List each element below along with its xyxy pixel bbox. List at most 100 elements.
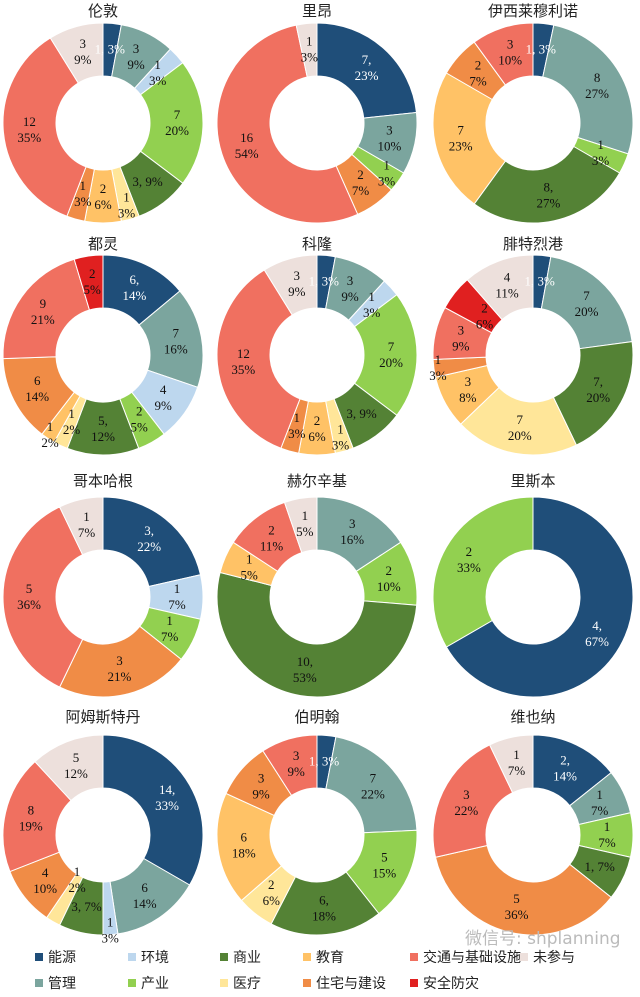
legend-swatch bbox=[520, 953, 528, 961]
slice-label: 2 6% bbox=[263, 877, 281, 908]
slice-label: 7 20% bbox=[165, 107, 189, 138]
donut-slice bbox=[2, 37, 87, 217]
slice-label: 4 9% bbox=[155, 382, 173, 413]
slice-label: 3, 9% bbox=[132, 174, 163, 189]
donut-chart: 科隆 12 35% 7 20% 3 9% 3, 9% 3 9% 2 6% 1, 3% 1 3% 1 3% 1 3% bbox=[216, 235, 418, 456]
slice-label: 3 10% bbox=[498, 37, 522, 68]
slice-label: 4, 67% bbox=[585, 618, 609, 649]
donut-slice bbox=[460, 386, 578, 456]
slice-label: 1 3% bbox=[102, 915, 120, 946]
slice-label: 1 5% bbox=[241, 551, 259, 582]
slice-label: 1 3% bbox=[378, 158, 396, 189]
donut-slice bbox=[295, 22, 318, 78]
legend-label: 未参与 bbox=[533, 949, 575, 966]
slice-label: 3, 7% bbox=[71, 899, 102, 914]
chart-title: 哥本哈根 bbox=[73, 472, 133, 490]
slice-label: 2 6% bbox=[94, 181, 112, 212]
donut-slice bbox=[432, 72, 507, 205]
legend-swatch bbox=[220, 953, 228, 961]
slice-label: 3 9% bbox=[452, 323, 470, 354]
slice-label: 1 3% bbox=[332, 422, 350, 453]
legend-swatch bbox=[128, 979, 136, 987]
slice-label: 2 11% bbox=[260, 523, 284, 554]
donut-slice bbox=[283, 496, 318, 554]
chart-title: 腓特烈港 bbox=[503, 235, 563, 253]
donut-slice bbox=[2, 506, 84, 688]
slice-label: 7, 20% bbox=[586, 374, 610, 405]
slice-label: 10, 53% bbox=[293, 654, 317, 685]
legend-swatch bbox=[220, 979, 228, 987]
donut-slice bbox=[216, 24, 359, 224]
legend-item: 交通与基础设施 bbox=[410, 949, 521, 966]
legend-swatch bbox=[128, 953, 136, 961]
donut-slice bbox=[473, 145, 621, 224]
slice-label: 1 7% bbox=[168, 581, 186, 612]
slice-label: 3 22% bbox=[454, 787, 478, 818]
slice-label: 3, 9% bbox=[346, 406, 377, 421]
donut-chart: 伊西莱穆利诺 8 27% 8, 27% 7 23% 3 10% 2 7% 1, 3% 1 3% bbox=[432, 2, 634, 224]
slice-label: 3, 22% bbox=[137, 523, 161, 554]
slice-label: 1, 3% bbox=[526, 41, 557, 56]
legend-item: 能源 bbox=[35, 950, 76, 966]
slice-label: 8, 27% bbox=[536, 179, 560, 210]
slice-label: 5, 12% bbox=[91, 413, 115, 444]
donut-slice bbox=[58, 625, 182, 698]
donut-slice bbox=[102, 496, 202, 588]
slice-label: 2 7% bbox=[469, 57, 487, 88]
slice-label: 3 9% bbox=[288, 268, 306, 299]
legend-item: 安全防灾 bbox=[410, 975, 479, 992]
legend-label: 安全防灾 bbox=[423, 975, 479, 992]
donut-slice bbox=[34, 734, 104, 802]
donut-slice bbox=[262, 734, 318, 797]
slice-label: 7 20% bbox=[575, 288, 599, 319]
slice-label: 3 9% bbox=[252, 771, 270, 802]
slice-label: 2 10% bbox=[377, 563, 401, 594]
donut-chart: 里昂 16 54% 7, 23% 3 10% 2 7% 1 3% 1 3% bbox=[216, 2, 418, 224]
slice-label: 1 3% bbox=[301, 33, 319, 64]
legend-item: 产业 bbox=[128, 976, 169, 992]
slice-label: 1 2% bbox=[68, 864, 86, 895]
legend-swatch bbox=[410, 953, 418, 961]
legend-label: 管理 bbox=[48, 976, 76, 992]
donut-slice bbox=[432, 744, 514, 858]
slice-label: 1, 3% bbox=[524, 273, 555, 288]
legend-item: 商业 bbox=[220, 950, 261, 966]
slice-label: 7 20% bbox=[508, 412, 532, 443]
slice-label: 1 7% bbox=[78, 509, 96, 540]
slice-label: 1 7% bbox=[598, 819, 616, 850]
slice-label: 14, 33% bbox=[155, 782, 179, 813]
donut-slice bbox=[2, 258, 91, 360]
legend-item: 管理 bbox=[35, 976, 76, 992]
legend-swatch bbox=[35, 953, 43, 961]
legend-swatch bbox=[303, 979, 311, 987]
slice-label: 2 5% bbox=[84, 266, 102, 297]
legend-item: 环境 bbox=[128, 950, 169, 966]
slice-label: 4 10% bbox=[33, 865, 57, 896]
slice-label: 2 5% bbox=[131, 404, 149, 435]
slice-label: 3 8% bbox=[459, 374, 477, 405]
slice-label: 5 15% bbox=[372, 850, 396, 881]
chart-title: 伊西莱穆利诺 bbox=[488, 2, 578, 20]
chart-title: 伦敦 bbox=[88, 2, 118, 20]
donut-slice bbox=[552, 341, 634, 446]
donut-slice bbox=[434, 844, 612, 936]
donut-slice bbox=[216, 571, 418, 698]
slice-label: 1 7% bbox=[161, 613, 179, 644]
slice-label: 7 23% bbox=[449, 122, 473, 153]
slice-label: 16 54% bbox=[235, 130, 259, 161]
chart-title: 里斯本 bbox=[510, 472, 555, 490]
donut-chart: 伦敦 12 35% 7 20% 3 9% 3, 9% 3 9% 2 6% 1, 3% 1 3% 1 3% 1 3% bbox=[2, 2, 204, 224]
legend-label: 商业 bbox=[233, 950, 261, 966]
legend-swatch bbox=[303, 953, 311, 961]
slice-label: 5 12% bbox=[64, 750, 88, 781]
slice-label: 1 3% bbox=[288, 410, 306, 441]
slice-label: 6 14% bbox=[133, 880, 157, 911]
donut-slice bbox=[263, 254, 318, 316]
slice-label: 2 7% bbox=[352, 167, 370, 198]
donut-slice bbox=[316, 22, 418, 119]
donut-slice bbox=[325, 736, 418, 834]
